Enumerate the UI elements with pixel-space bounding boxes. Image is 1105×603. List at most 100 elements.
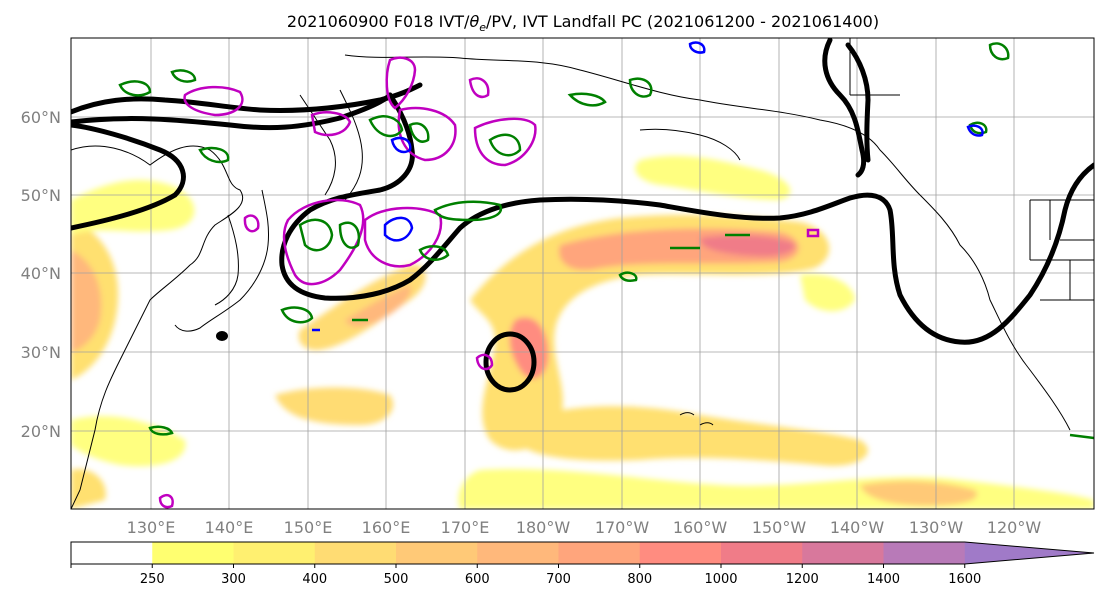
lon-label: 180°W — [516, 518, 571, 537]
thetae-contour-north-west — [71, 92, 393, 131]
pv-green-6 — [408, 122, 430, 143]
pv-green-1 — [298, 218, 334, 252]
thetae-contour-west-loop — [71, 122, 186, 231]
ivt-region-aleutian — [635, 155, 791, 200]
pv-blue-4 — [966, 124, 984, 137]
thetae-contours — [71, 38, 1094, 393]
pv-green-3 — [433, 200, 503, 222]
ivt-region-main-plume — [470, 214, 830, 451]
lon-label: 140°W — [830, 518, 885, 537]
ivt-region-southern-belt — [520, 406, 868, 466]
lon-label: 160°E — [362, 518, 411, 537]
ivt-region-southern-core — [860, 480, 978, 506]
colorbar-tick-label: 700 — [546, 572, 571, 587]
korea-coastline — [214, 214, 239, 306]
colorbar-segments — [70, 541, 1095, 565]
thetae-contour-alaska — [822, 38, 867, 178]
lon-label: 160°W — [673, 518, 728, 537]
pv-magenta-4 — [385, 56, 417, 110]
colorbar-segment — [558, 542, 641, 564]
lat-label: 30°N — [21, 343, 61, 362]
map-frame — [70, 37, 1095, 510]
graticule — [71, 38, 1094, 509]
pv-magenta-1 — [183, 85, 244, 117]
figure-title: 2021060900 F018 IVT/θe/PV, IVT Landfall … — [287, 12, 879, 34]
lat-label: 50°N — [21, 186, 61, 205]
aleutian-islands — [639, 128, 741, 161]
colorbar-tick-label: 250 — [140, 572, 165, 587]
ivt-region-sw — [71, 416, 186, 467]
colorbar-outline — [70, 541, 1095, 565]
pv-magenta-contours — [158, 56, 820, 509]
pv-green-16 — [670, 233, 750, 250]
colorbar-tick-label: 1200 — [786, 572, 819, 587]
lon-label: 170°W — [595, 518, 650, 537]
us-state-borders — [1029, 199, 1094, 301]
ivt-region-west-core — [71, 250, 102, 352]
lon-label: 150°E — [284, 518, 333, 537]
pv-green-contours — [118, 42, 1094, 440]
colorbar-ticks: 250 300 400 500 600 700 800 1000 1200 1400 1600 — [70, 564, 981, 587]
thetae-contour-far-north — [71, 82, 423, 115]
pv-magenta-7 — [310, 111, 352, 137]
pv-green-10 — [170, 69, 197, 83]
lon-label: 130°W — [909, 518, 964, 537]
pv-green-19 — [618, 271, 638, 283]
colorbar-extend-arrow — [964, 542, 1094, 564]
colorbar-segment — [396, 542, 478, 564]
pv-blue-2 — [390, 136, 412, 154]
ivt-region-japan-core — [345, 285, 411, 327]
longitude-labels: 130°E 140°E 150°E 160°E 170°E 180°W 170°… — [127, 518, 1042, 537]
colorbar-segment — [639, 542, 722, 564]
colorbar-tick-label: 1600 — [948, 572, 981, 587]
colorbar-segment — [152, 542, 234, 564]
pv-green-8 — [280, 306, 314, 324]
colorbar-segment — [71, 542, 153, 564]
pv-magenta-5 — [397, 106, 457, 162]
ivt-region-plume-max — [700, 235, 795, 257]
lat-label: 40°N — [21, 264, 61, 283]
colorbar-segment — [477, 542, 559, 564]
colorbar-segment — [233, 542, 316, 564]
pv-magenta-3 — [363, 206, 443, 268]
lat-label: 20°N — [21, 422, 61, 441]
pv-green-13 — [567, 92, 607, 107]
lat-label: 60°N — [21, 108, 61, 127]
pv-green-7 — [488, 133, 522, 157]
colorbar-segment — [721, 542, 803, 564]
pv-green-5 — [368, 115, 404, 138]
latitude-labels: 60°N 50°N 40°N 30°N 20°N — [21, 108, 61, 441]
pv-magenta-10 — [475, 353, 494, 371]
colorbar-tick-label: 400 — [302, 572, 327, 587]
ivt-region-east-blob — [800, 274, 855, 312]
lon-label: 120°W — [987, 518, 1042, 537]
ivt-region-mid-west — [275, 387, 394, 425]
pv-green-4 — [418, 245, 450, 261]
thetae-contour-main-trough — [279, 92, 1094, 345]
pv-magenta-6 — [473, 117, 537, 167]
pv-green-9 — [118, 80, 152, 97]
thetae-contour-alaska-inner — [845, 42, 871, 163]
pv-blue-3 — [688, 41, 706, 54]
lon-label: 140°E — [205, 518, 254, 537]
map-panel: 60°N 50°N 40°N 30°N 20°N 130°E 140°E 150… — [21, 37, 1095, 537]
japan-coastline — [174, 189, 269, 332]
thetae-contour-cutoff-low — [483, 331, 537, 393]
colorbar-segment — [883, 542, 966, 564]
colorbar-tick-label: 500 — [384, 572, 409, 587]
colorbar-tick-label: 600 — [465, 572, 490, 587]
colorbar-tick-label: 800 — [627, 572, 652, 587]
pv-blue-contours — [312, 41, 984, 332]
pv-magenta-11 — [158, 494, 174, 509]
pv-green-17 — [1069, 433, 1094, 440]
lon-label: 130°E — [127, 518, 176, 537]
lon-label: 150°W — [752, 518, 807, 537]
pv-green-14 — [198, 146, 230, 164]
pv-green-2 — [338, 221, 361, 249]
colorbar-segment — [802, 542, 884, 564]
pv-green-20 — [968, 121, 988, 135]
pv-blue-1 — [383, 216, 414, 242]
colorbar-tick-label: 1000 — [704, 572, 737, 587]
pv-green-15 — [148, 425, 174, 436]
